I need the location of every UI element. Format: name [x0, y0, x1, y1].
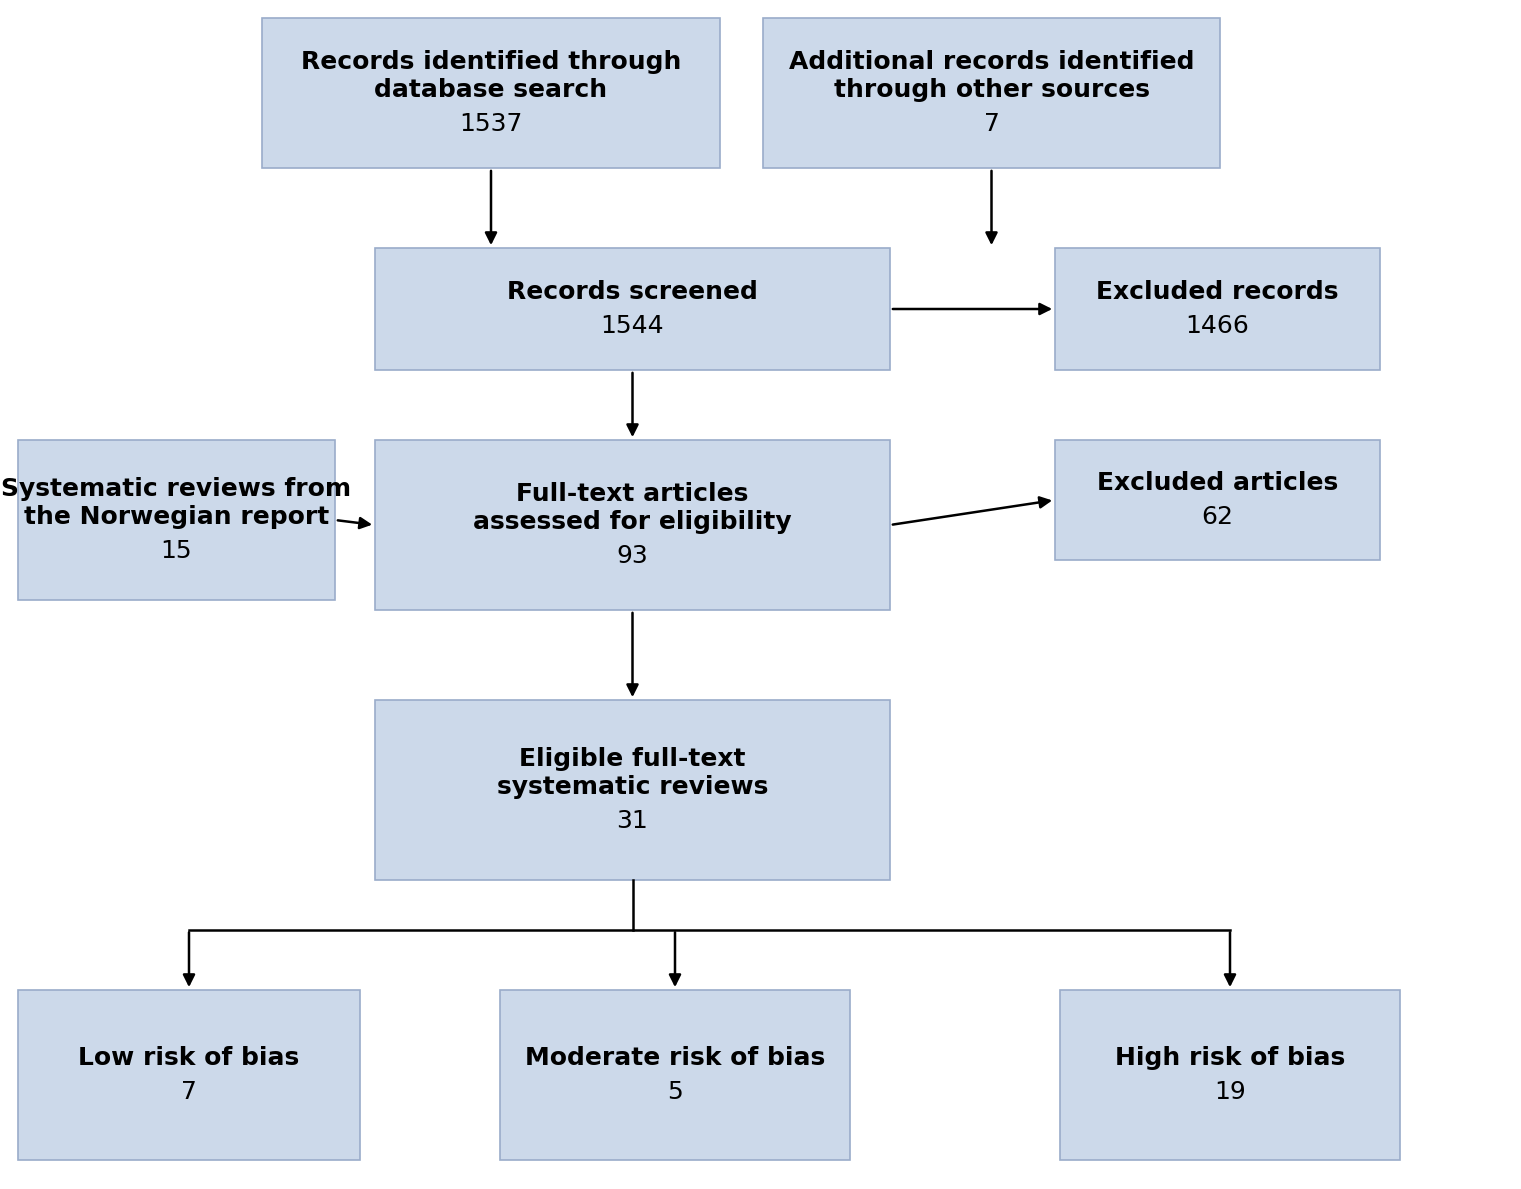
Bar	[1060, 990, 1399, 1160]
Text: 62: 62	[1202, 505, 1234, 529]
Bar	[262, 18, 719, 168]
Bar	[764, 18, 1220, 168]
Bar	[18, 440, 335, 600]
Bar	[376, 440, 890, 610]
Bar	[1056, 440, 1380, 560]
Text: the Norwegian report: the Norwegian report	[24, 505, 329, 529]
Text: 5: 5	[668, 1080, 683, 1105]
Text: Systematic reviews from: Systematic reviews from	[2, 477, 351, 501]
Text: Low risk of bias: Low risk of bias	[79, 1046, 300, 1070]
Text: Full-text articles: Full-text articles	[516, 482, 748, 507]
Text: 19: 19	[1214, 1080, 1246, 1105]
Text: Additional records identified: Additional records identified	[789, 50, 1194, 74]
Text: 1466: 1466	[1185, 314, 1249, 338]
Text: 1544: 1544	[601, 314, 665, 338]
Text: through other sources: through other sources	[834, 78, 1150, 102]
Text: Records screened: Records screened	[506, 279, 757, 304]
Text: Eligible full-text: Eligible full-text	[519, 747, 745, 770]
Text: High risk of bias: High risk of bias	[1115, 1046, 1345, 1070]
Text: Records identified through: Records identified through	[301, 50, 681, 74]
Bar	[376, 700, 890, 880]
Bar	[500, 990, 850, 1160]
Text: 31: 31	[616, 809, 648, 833]
Text: 7: 7	[984, 112, 999, 136]
Bar	[376, 249, 890, 370]
Text: systematic reviews: systematic reviews	[497, 775, 768, 799]
Text: 15: 15	[161, 539, 192, 564]
Text: 93: 93	[616, 545, 648, 568]
Bar	[18, 990, 360, 1160]
Bar	[1056, 249, 1380, 370]
Text: 1537: 1537	[459, 112, 523, 136]
Text: Moderate risk of bias: Moderate risk of bias	[525, 1046, 824, 1070]
Text: database search: database search	[374, 78, 607, 102]
Text: assessed for eligibility: assessed for eligibility	[473, 510, 792, 534]
Text: Excluded articles: Excluded articles	[1097, 471, 1338, 495]
Text: Excluded records: Excluded records	[1097, 279, 1338, 304]
Text: 7: 7	[181, 1080, 196, 1105]
